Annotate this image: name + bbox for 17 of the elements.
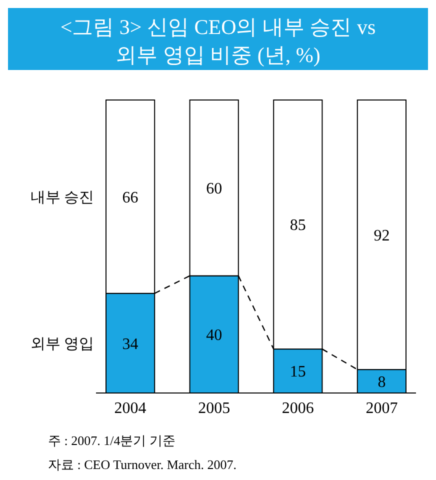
data-label: 15	[290, 364, 306, 381]
data-label: 34	[122, 336, 138, 353]
text: 자료 : CEO Turnover. March. 2007.	[48, 457, 236, 472]
series-label: 외부 영입	[30, 336, 94, 352]
x-tick-label: 2005	[198, 400, 230, 417]
x-tick-label: 2004	[114, 400, 146, 417]
chart-title: <그림 3> 신임 CEO의 내부 승진 vs 외부 영입 비중 (년, %)	[60, 15, 376, 67]
x-tick-label: 2007	[366, 400, 398, 417]
data-label: 92	[374, 227, 390, 244]
data-label: 60	[206, 180, 222, 198]
data-label: 40	[206, 327, 222, 344]
data-label: 66	[122, 189, 138, 206]
x-tick-label: 2006	[282, 400, 314, 417]
data-label: 85	[290, 217, 306, 234]
series-label: 내부 승진	[30, 190, 94, 206]
text: 주 : 2007. 1/4분기 기준	[48, 433, 176, 448]
data-label: 8	[378, 374, 386, 391]
